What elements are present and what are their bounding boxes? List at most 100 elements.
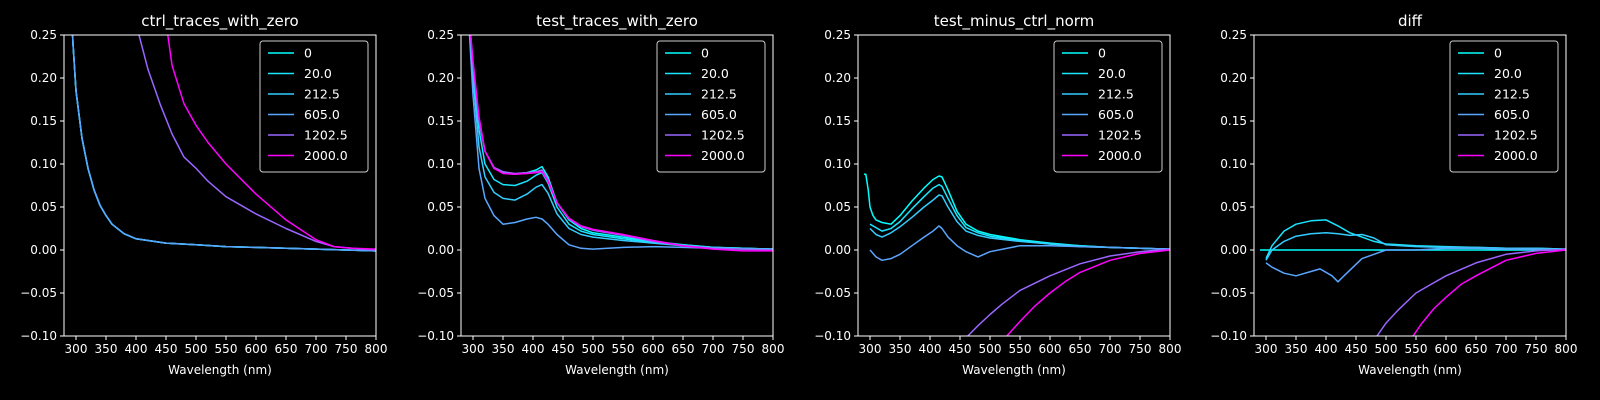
- y-tick-label: 0.10: [1220, 157, 1247, 171]
- legend-entry: 20.0: [1494, 66, 1522, 81]
- y-tick-label: 0.20: [30, 71, 57, 85]
- x-tick-label: 550: [215, 342, 238, 356]
- legend-entry: 20.0: [304, 66, 332, 81]
- x-tick-label: 400: [919, 342, 942, 356]
- plot-area: [864, 173, 1170, 336]
- x-tick-label: 300: [65, 342, 88, 356]
- y-tick-label: −0.10: [814, 329, 851, 343]
- legend: 0 20.0 212.5 605.0 1202.5 2000.0: [1053, 40, 1163, 173]
- y-tick-label: 0.05: [824, 200, 851, 214]
- x-tick-label: 600: [1039, 342, 1062, 356]
- x-tick-label: 750: [1525, 342, 1548, 356]
- y-tick-label: 0.00: [427, 243, 454, 257]
- series-line-0: [864, 173, 1170, 250]
- legend-entry: 605.0: [701, 107, 737, 122]
- x-tick-label: 650: [1465, 342, 1488, 356]
- y-tick-label: 0.25: [427, 28, 454, 42]
- x-axis-label: Wavelength (nm): [1358, 363, 1462, 377]
- x-tick-label: 700: [305, 342, 328, 356]
- x-tick-label: 750: [732, 342, 755, 356]
- series-line-3: [71, 35, 376, 252]
- x-tick-label: 750: [335, 342, 358, 356]
- y-tick-label: 0.20: [427, 71, 454, 85]
- y-tick-label: 0.15: [30, 114, 57, 128]
- y-tick-label: 0.15: [824, 114, 851, 128]
- x-tick-label: 550: [1009, 342, 1032, 356]
- series-line-5: [1412, 249, 1566, 336]
- x-tick-label: 600: [245, 342, 268, 356]
- x-tick-label: 650: [275, 342, 298, 356]
- y-tick-label: 0.15: [1220, 114, 1247, 128]
- chart-title: ctrl_traces_with_zero: [141, 12, 298, 31]
- axes-frame: [63, 34, 377, 337]
- x-tick-label: 450: [949, 342, 972, 356]
- y-tick-label: −0.10: [20, 329, 57, 343]
- legend-entry: 605.0: [304, 107, 340, 122]
- legend-entry: 2000.0: [1494, 148, 1538, 163]
- series-line-2: [1265, 232, 1566, 261]
- y-tick-label: −0.05: [20, 286, 57, 300]
- legend-entry: 2000.0: [304, 148, 348, 163]
- x-axis-label: Wavelength (nm): [565, 363, 669, 377]
- x-tick-label: 300: [1255, 342, 1278, 356]
- y-tick-label: −0.05: [1210, 286, 1247, 300]
- legend-entry: 605.0: [1494, 107, 1530, 122]
- y-tick-label: 0.00: [30, 243, 57, 257]
- y-tick-label: 0.10: [30, 157, 57, 171]
- x-tick-label: 350: [492, 342, 515, 356]
- plot-area: [468, 35, 773, 252]
- legend-entry: 605.0: [1098, 107, 1134, 122]
- x-tick-label: 700: [1099, 342, 1122, 356]
- series-line-5: [167, 35, 376, 250]
- legend-entry: 1202.5: [1494, 128, 1538, 143]
- y-tick-label: 0.25: [30, 28, 57, 42]
- x-tick-label: 450: [1345, 342, 1368, 356]
- y-tick-label: 0.00: [824, 243, 851, 257]
- x-axis-label: Wavelength (nm): [962, 363, 1066, 377]
- legend-entry: 1202.5: [304, 128, 348, 143]
- legend: 0 20.0 212.5 605.0 1202.5 2000.0: [259, 40, 369, 173]
- y-tick-label: 0.05: [427, 200, 454, 214]
- series-line-5: [1006, 249, 1170, 336]
- x-tick-label: 600: [1435, 342, 1458, 356]
- x-tick-label: 500: [582, 342, 605, 356]
- x-tick-label: 350: [889, 342, 912, 356]
- subplot-ctrl-traces: ctrl_traces_with_zero Wavelength (nm) 30…: [20, 12, 387, 377]
- x-tick-label: 800: [1159, 342, 1182, 356]
- y-tick-label: −0.10: [1210, 329, 1247, 343]
- x-tick-label: 800: [1555, 342, 1578, 356]
- legend-entry: 20.0: [701, 66, 729, 81]
- x-tick-label: 600: [642, 342, 665, 356]
- legend-entry: 0: [1098, 46, 1106, 61]
- chart-title: diff: [1398, 12, 1423, 30]
- y-tick-label: 0.25: [824, 28, 851, 42]
- legend-entry: 212.5: [1494, 87, 1530, 102]
- x-tick-label: 800: [762, 342, 785, 356]
- x-tick-label: 350: [1285, 342, 1308, 356]
- x-tick-label: 400: [125, 342, 148, 356]
- y-tick-label: 0.20: [1220, 71, 1247, 85]
- x-tick-label: 500: [185, 342, 208, 356]
- x-tick-label: 350: [95, 342, 118, 356]
- series-line-3: [869, 225, 1170, 262]
- x-axis-label: Wavelength (nm): [168, 363, 272, 377]
- y-tick-label: 0.25: [1220, 28, 1247, 42]
- plot-area: [71, 35, 376, 252]
- x-tick-label: 400: [522, 342, 545, 356]
- x-tick-label: 650: [1069, 342, 1092, 356]
- series-line-4: [967, 248, 1170, 336]
- x-tick-label: 700: [702, 342, 725, 356]
- y-tick-label: −0.05: [417, 286, 454, 300]
- x-tick-label: 550: [1405, 342, 1428, 356]
- x-tick-label: 550: [612, 342, 635, 356]
- y-tick-label: −0.10: [417, 329, 454, 343]
- subplot-test-traces: test_traces_with_zero Wavelength (nm) 30…: [417, 12, 785, 377]
- x-tick-label: 650: [672, 342, 695, 356]
- plot-area: [1260, 219, 1566, 336]
- x-tick-label: 450: [155, 342, 178, 356]
- y-tick-label: 0.00: [1220, 243, 1247, 257]
- legend-entry: 0: [701, 46, 709, 61]
- y-tick-label: 0.20: [824, 71, 851, 85]
- x-tick-label: 400: [1315, 342, 1338, 356]
